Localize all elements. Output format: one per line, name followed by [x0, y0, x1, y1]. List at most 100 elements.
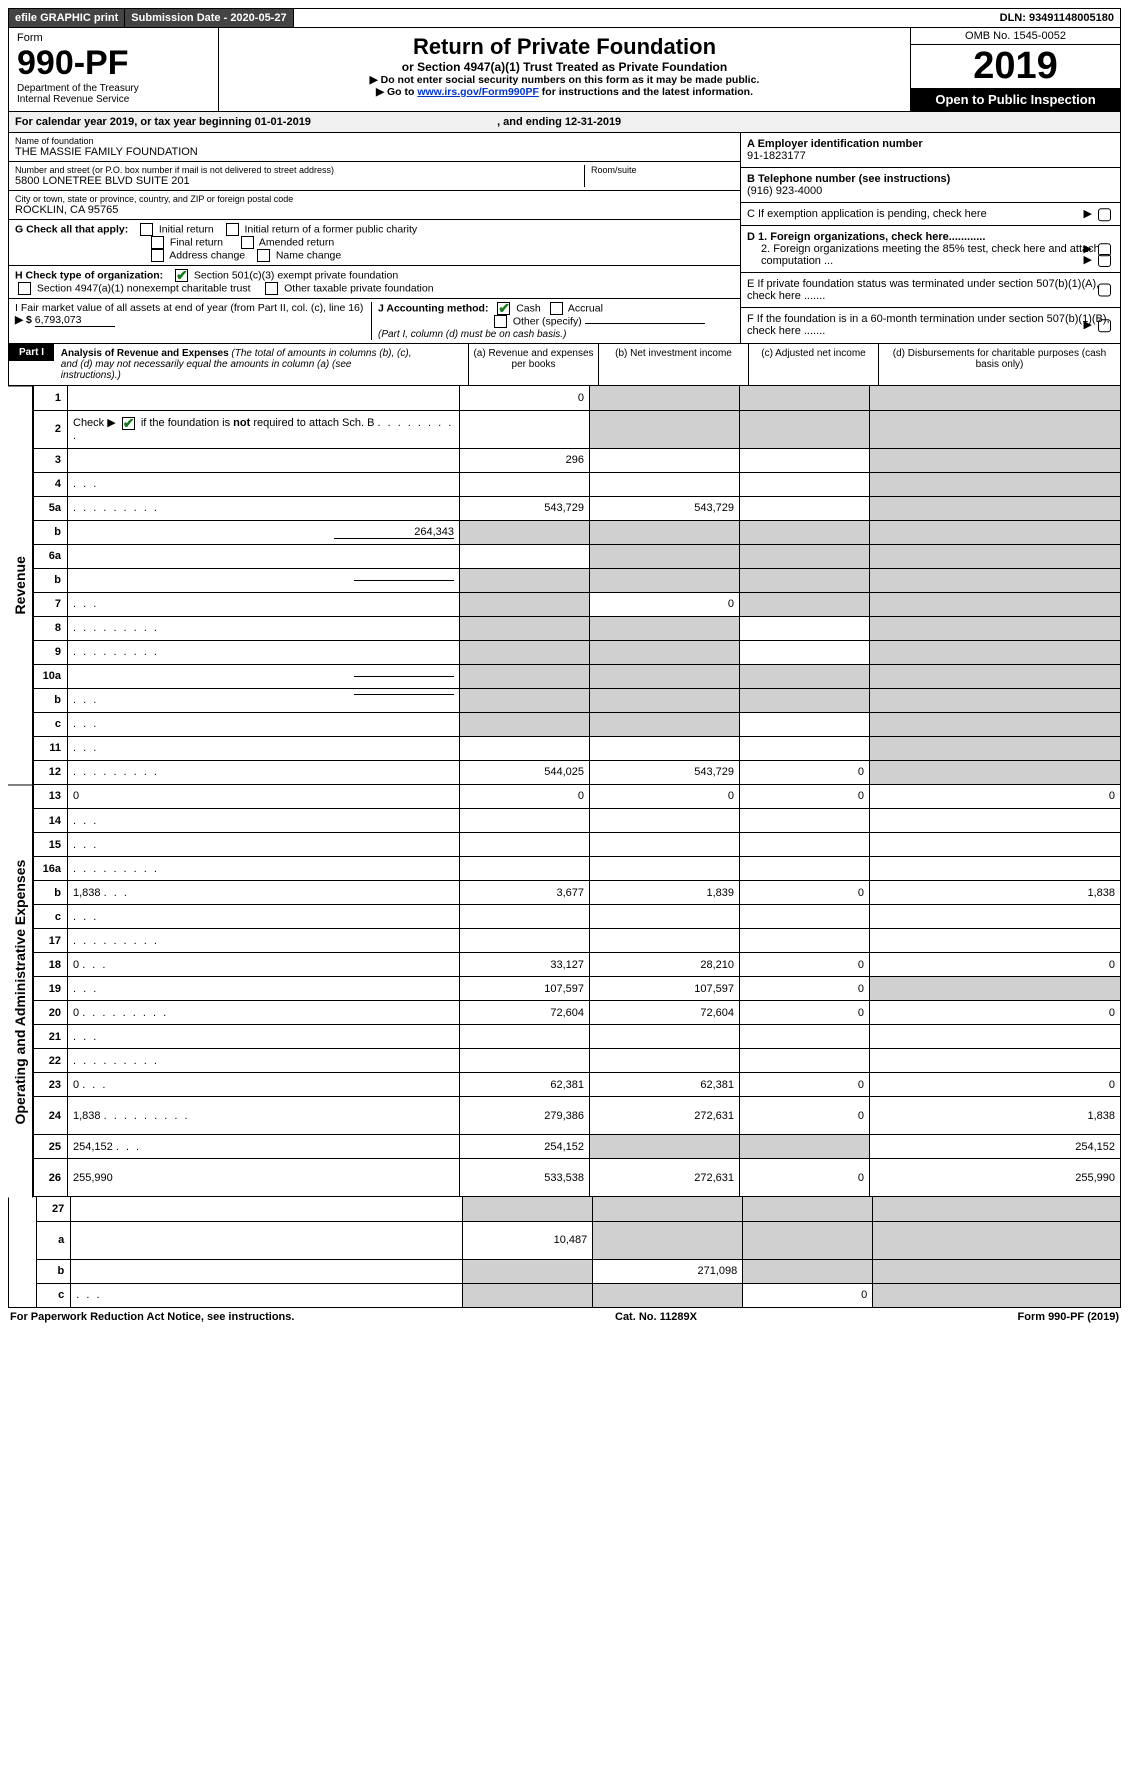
col-c	[743, 1197, 873, 1221]
col-b	[590, 1135, 740, 1159]
line-number: 5a	[34, 496, 68, 520]
chk-final[interactable]	[151, 236, 164, 249]
col-c	[740, 905, 870, 929]
col-b	[590, 664, 740, 688]
addr-label: Number and street (or P.O. box number if…	[15, 165, 584, 175]
line-desc	[71, 1259, 463, 1283]
line-number: 13	[34, 785, 68, 809]
col-c: 0	[740, 953, 870, 977]
chk-address[interactable]	[151, 249, 164, 262]
table-row: 10a	[34, 664, 1121, 688]
line-desc	[68, 712, 460, 736]
line-number: 12	[34, 760, 68, 784]
revenue-table: 102Check ▶ if the foundation is not requ…	[33, 386, 1121, 785]
col-d	[870, 736, 1121, 760]
chk-d2[interactable]	[1098, 254, 1111, 267]
col-b: 543,729	[590, 760, 740, 784]
col-b	[590, 640, 740, 664]
table-row: 19 107,597107,5970	[34, 977, 1121, 1001]
table-row: 4	[34, 472, 1121, 496]
dept: Department of the Treasury	[17, 83, 210, 94]
col-a	[463, 1197, 593, 1221]
col-c: 0	[740, 977, 870, 1001]
chk-initial[interactable]	[140, 223, 153, 236]
form-number: 990-PF	[17, 44, 210, 83]
col-a	[460, 616, 590, 640]
col-c	[740, 857, 870, 881]
col-c	[740, 809, 870, 833]
col-a: 0	[460, 386, 590, 410]
chk-schb[interactable]	[122, 417, 135, 430]
col-d	[870, 688, 1121, 712]
col-d	[870, 809, 1121, 833]
col-a: 544,025	[460, 760, 590, 784]
name-label: Name of foundation	[15, 136, 734, 146]
a-label: A Employer identification number	[747, 138, 923, 150]
chk-501c3[interactable]	[175, 269, 188, 282]
col-c-head: (c) Adjusted net income	[749, 344, 879, 385]
line-desc	[68, 736, 460, 760]
col-c	[740, 1025, 870, 1049]
line-number: 2	[34, 410, 68, 448]
line-number: 15	[34, 833, 68, 857]
col-a	[460, 568, 590, 592]
col-c: 0	[740, 785, 870, 809]
chk-c[interactable]	[1098, 208, 1111, 221]
col-a	[460, 833, 590, 857]
col-a: 72,604	[460, 1001, 590, 1025]
form-link[interactable]: www.irs.gov/Form990PF	[417, 86, 539, 98]
line-desc	[71, 1283, 463, 1307]
col-c	[740, 520, 870, 544]
line-desc	[68, 977, 460, 1001]
form-subtitle: or Section 4947(a)(1) Trust Treated as P…	[225, 60, 904, 74]
col-a: 0	[460, 785, 590, 809]
table-row: 26255,990533,538272,6310255,990	[34, 1159, 1121, 1197]
col-a	[460, 664, 590, 688]
line-desc: 1,838	[68, 1097, 460, 1135]
col-d	[870, 1049, 1121, 1073]
chk-other-method[interactable]	[494, 315, 507, 328]
line-number: 20	[34, 1001, 68, 1025]
chk-4947[interactable]	[18, 282, 31, 295]
chk-name[interactable]	[257, 249, 270, 262]
col-d: 1,838	[870, 881, 1121, 905]
revenue-side-label: Revenue	[8, 386, 33, 785]
line-desc: 255,990	[68, 1159, 460, 1197]
line-desc	[68, 568, 460, 592]
col-d	[873, 1197, 1121, 1221]
table-row: 10	[34, 386, 1121, 410]
col-b	[590, 712, 740, 736]
chk-e[interactable]	[1098, 284, 1111, 297]
table-row: 1300000	[34, 785, 1121, 809]
col-c: 0	[740, 1159, 870, 1197]
chk-other-tax[interactable]	[265, 282, 278, 295]
col-d	[870, 977, 1121, 1001]
line-number: c	[37, 1283, 71, 1307]
expenses-section: Operating and Administrative Expenses 13…	[8, 785, 1121, 1198]
line-number: 8	[34, 616, 68, 640]
table-row: b	[34, 568, 1121, 592]
omb: OMB No. 1545-0052	[911, 28, 1120, 45]
col-d	[870, 857, 1121, 881]
chk-cash[interactable]	[497, 302, 510, 315]
table-row: 7 0	[34, 592, 1121, 616]
chk-amended[interactable]	[241, 236, 254, 249]
efile-button[interactable]: efile GRAPHIC print	[9, 9, 125, 27]
address: 5800 LONETREE BLVD SUITE 201	[15, 175, 584, 187]
line-number: b	[34, 881, 68, 905]
col-d-head: (d) Disbursements for charitable purpose…	[879, 344, 1120, 385]
col-a: 107,597	[460, 977, 590, 1001]
col-a	[460, 410, 590, 448]
col-d	[870, 410, 1121, 448]
table-row: 27	[37, 1197, 1121, 1221]
table-row: 5a 543,729543,729	[34, 496, 1121, 520]
part1-title: Analysis of Revenue and Expenses	[61, 348, 229, 359]
c-label: C If exemption application is pending, c…	[747, 208, 987, 220]
chk-accrual[interactable]	[550, 302, 563, 315]
instr-1: ▶ Do not enter social security numbers o…	[225, 74, 904, 86]
col-d	[870, 712, 1121, 736]
col-d	[870, 592, 1121, 616]
chk-initial-former[interactable]	[226, 223, 239, 236]
chk-f[interactable]	[1098, 319, 1111, 332]
line-number: 17	[34, 929, 68, 953]
